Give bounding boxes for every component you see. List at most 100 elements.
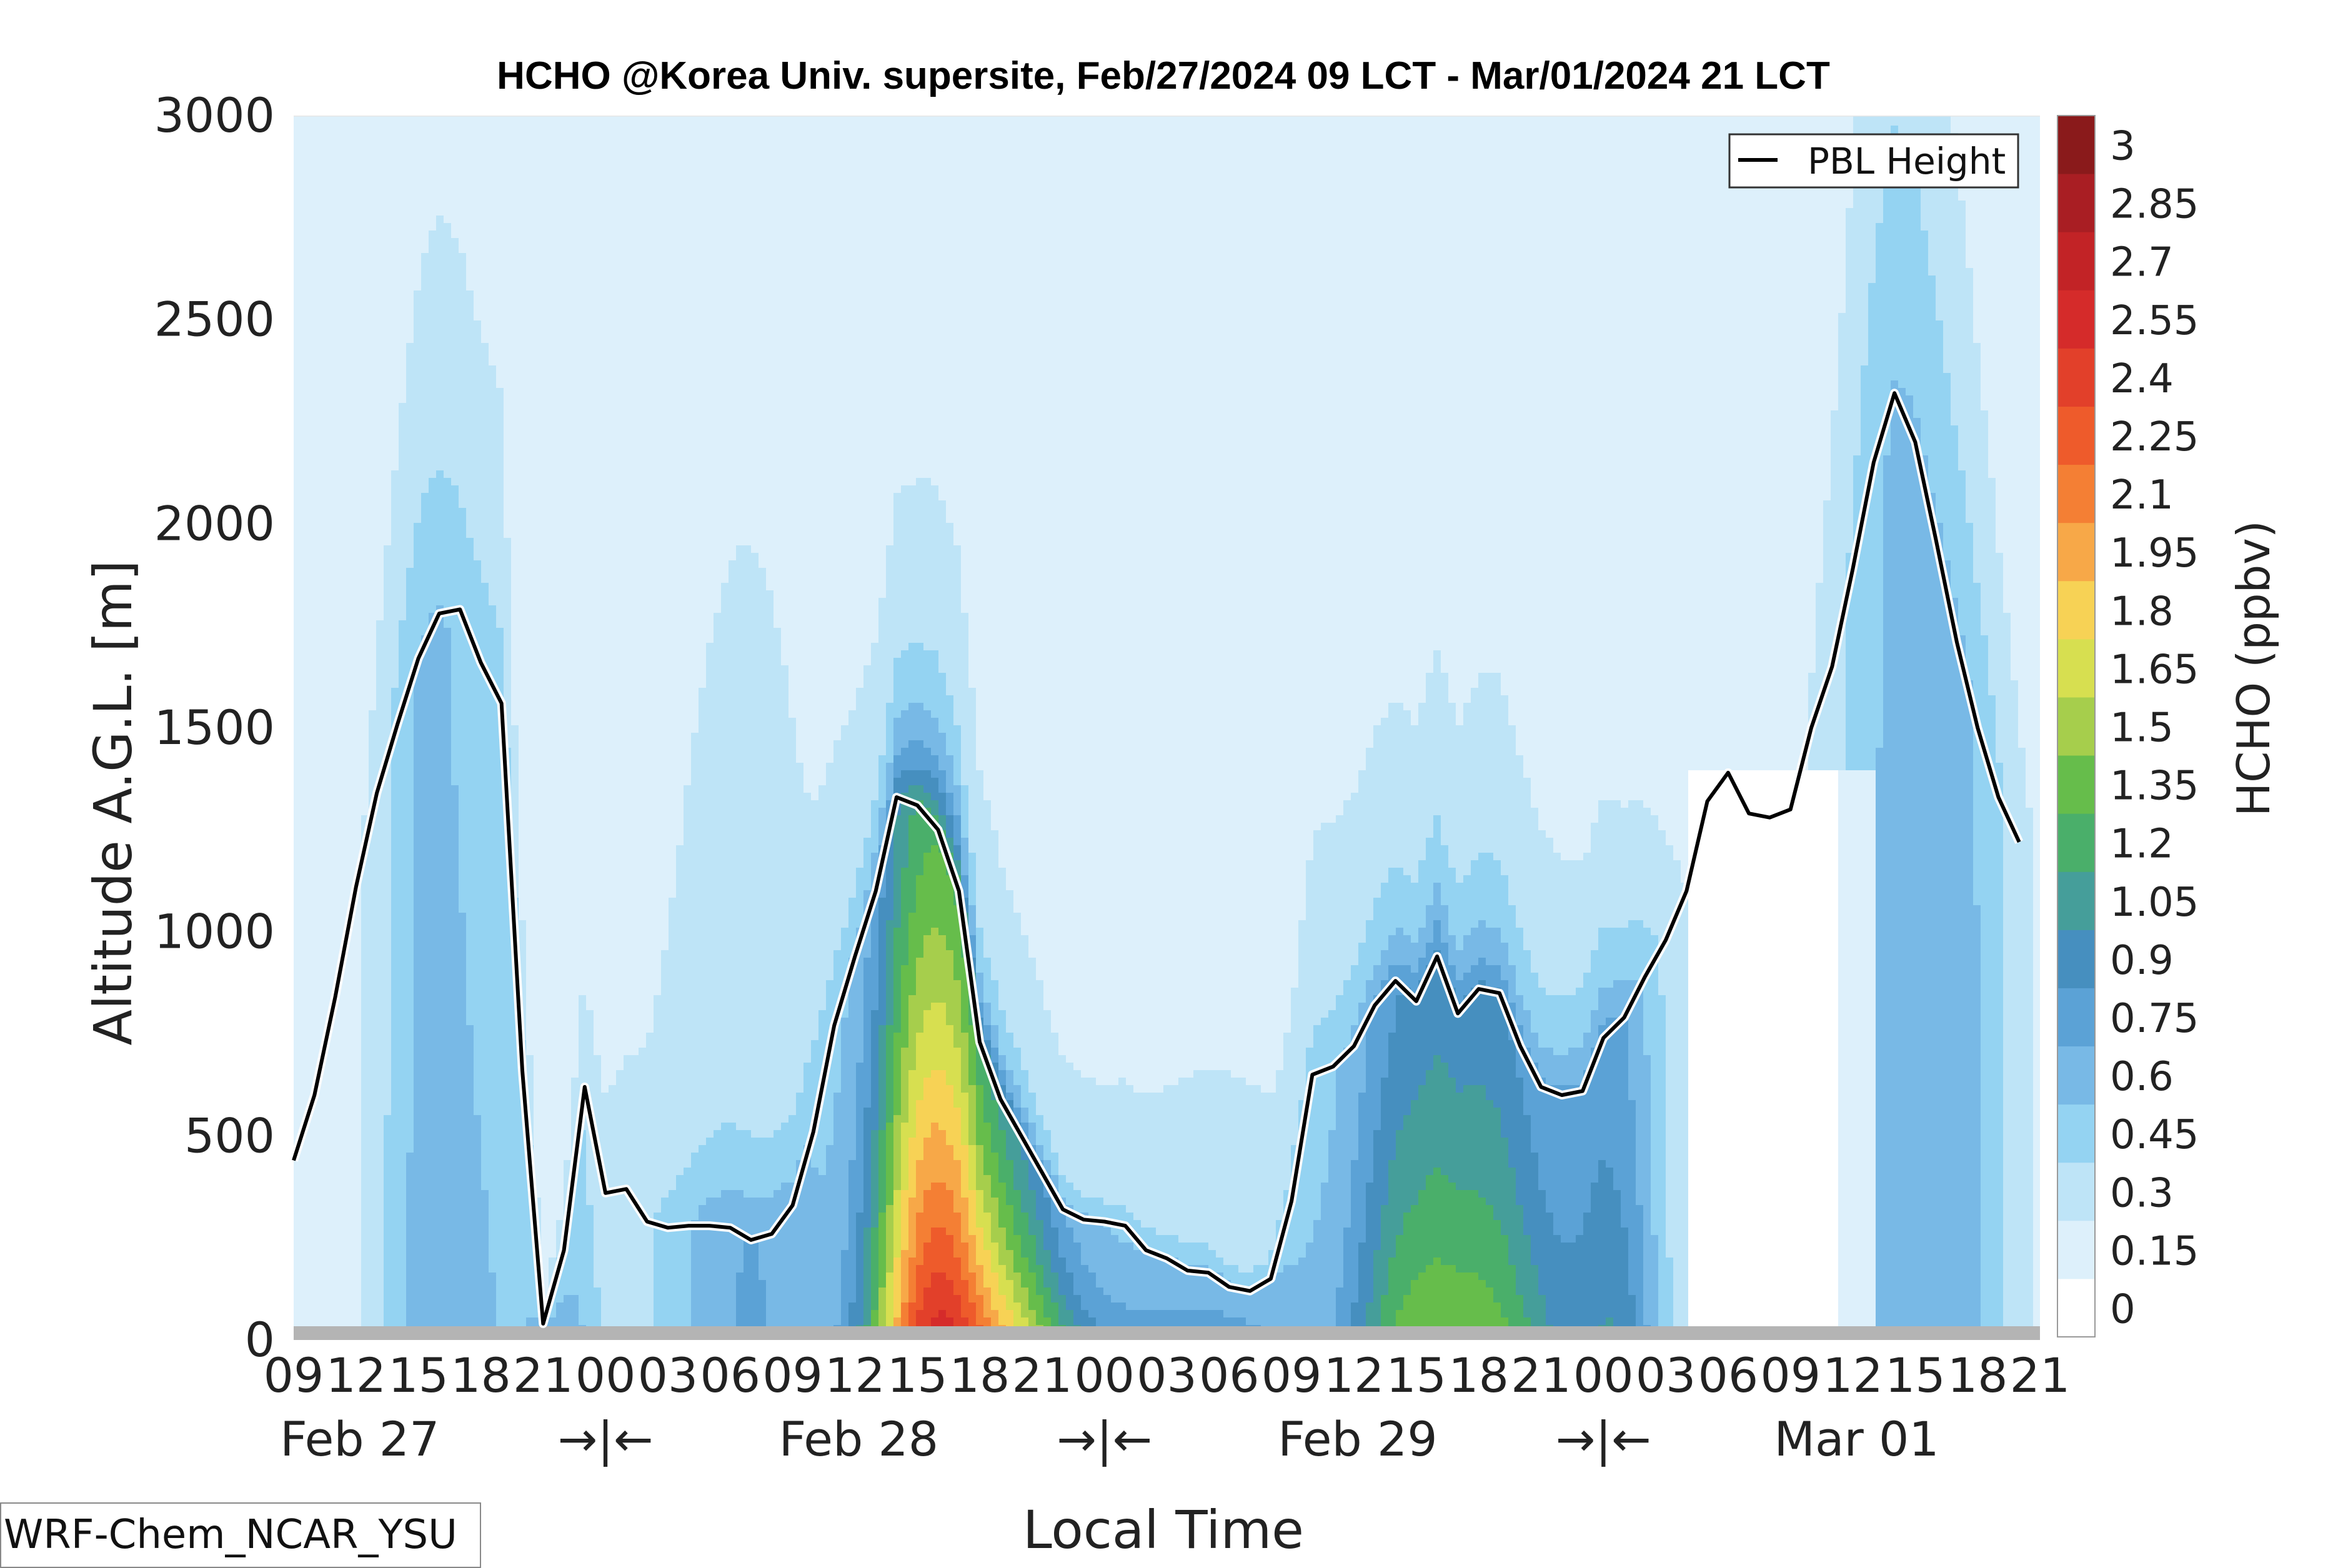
contour-cell [961,785,969,838]
contour-cell [1823,770,1831,1340]
contour-cell [1043,1288,1052,1317]
contour-cell [863,116,872,665]
contour-cell [1516,1078,1524,1205]
contour-cell [953,1258,962,1295]
contour-cell [414,658,422,1340]
colorbar-frame [2057,115,2096,1337]
contour-cell [481,343,489,583]
contour-cell [1538,116,1546,830]
contour-cell [466,116,474,290]
contour-cell [1456,1093,1464,1190]
contour-cell [893,1033,902,1115]
contour-cell [1546,1048,1554,1085]
contour-cell [1193,116,1201,1070]
contour-cell [1583,1070,1591,1213]
contour-cell [1636,116,1644,800]
colorbar-segment [2057,755,2095,814]
contour-cell [1456,116,1464,725]
contour-cell [1463,995,1471,1085]
contour-cell [361,815,369,1340]
contour-cell [669,898,677,1190]
contour-cell [998,1265,1007,1295]
contour-cell [1051,1273,1059,1303]
contour-cell [893,493,902,658]
contour-cell [1486,1100,1494,1205]
contour-cell [916,785,924,800]
contour-cell [744,1235,752,1340]
contour-cell [938,1003,947,1070]
colorbar-segment [2057,580,2095,640]
contour-cell [1651,935,1659,1235]
contour-cell [1276,116,1284,1070]
contour-cell [504,538,512,748]
contour-cell [1073,1295,1082,1325]
contour-cell [331,116,339,1340]
contour-cell [1133,116,1142,1093]
contour-cell [459,116,467,253]
contour-cell [1448,703,1456,868]
contour-cell [908,1070,917,1138]
contour-cell [1066,1183,1074,1205]
contour-cell [1538,1078,1546,1190]
contour-cell [946,1235,954,1280]
contour-cell [1426,116,1434,673]
contour-cell [908,740,917,770]
contour-cell [1426,1070,1434,1175]
contour-cell [893,658,902,718]
contour-cell [1823,116,1831,500]
contour-cell [1073,1243,1082,1295]
contour-cell [549,116,557,1258]
contour-cell [1343,980,1351,1048]
contour-cell [893,1190,902,1258]
contour-cell [841,725,849,928]
x-tick-label: 18 [1948,1347,2008,1403]
contour-cell [1553,995,1561,1055]
contour-cell [406,568,414,1153]
contour-cell [391,470,399,688]
contour-cell [1028,1093,1037,1123]
contour-cell [736,1273,744,1340]
contour-cell [1793,116,1801,770]
contour-cell [901,710,909,748]
contour-cell [848,116,857,710]
contour-cell [1568,1243,1576,1340]
contour-cell [714,1198,722,1340]
contour-cell [856,1063,864,1213]
contour-cell [474,1115,482,1340]
contour-cell [1763,116,1771,770]
contour-cell [451,238,459,485]
contour-cell [1613,800,1621,928]
contour-cell [1516,928,1524,995]
contour-cell [466,538,474,1025]
contour-cell [691,733,699,1153]
contour-cell [654,116,662,995]
contour-cell [871,800,879,853]
contour-cell [661,950,669,1198]
contour-cell [1643,808,1651,928]
contour-cell [699,116,707,688]
contour-cell [1523,1010,1531,1048]
contour-cell [818,785,827,1010]
contour-cell [406,116,414,343]
contour-cell [953,845,962,860]
contour-cell [1388,1160,1396,1258]
y-tick-label: 3000 [154,87,275,143]
contour-cell [1463,935,1471,973]
contour-cell [1606,1168,1614,1317]
contour-cell [631,116,639,1055]
contour-cell [1898,388,1906,1340]
x-tick-label: 00 [1074,1347,1135,1403]
contour-cell [863,958,872,1108]
hcho-concentration-field [294,116,2040,1340]
contour-cell [1576,116,1584,860]
colorbar-tick-label: 1.65 [2110,647,2199,693]
contour-cell [908,913,917,995]
contour-cell [1456,883,1464,950]
contour-cell [1051,1228,1059,1273]
contour-cell [863,1228,872,1325]
contour-cell [1231,1078,1239,1265]
contour-cell [923,770,932,793]
contour-cell [818,1175,827,1340]
contour-cell [1433,920,1441,950]
contour-cell [1598,928,1606,988]
